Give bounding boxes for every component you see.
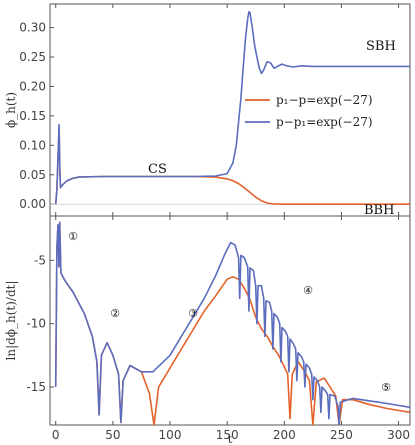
annotation-marker-1: ①	[68, 230, 78, 243]
series-line-orange	[54, 221, 410, 425]
y-tick-label: 0.20	[19, 79, 46, 93]
top-panel: 0.00 0.05 0.10 0.15 0.20 0.25 0.30 ϕ_h(t) p₁−p=e…	[4, 3, 411, 218]
x-tick-label: 100	[159, 428, 182, 442]
y-tick-label: 0.30	[19, 21, 46, 35]
x-axis-label: t	[228, 432, 233, 445]
legend-entry: p−p₁=exp(−27)	[276, 115, 373, 129]
series-line-orange	[54, 126, 410, 205]
legend-entry: p₁−p=exp(−27)	[276, 93, 373, 107]
x-tick-label: 50	[105, 428, 120, 442]
y-tick-label: 0.25	[19, 50, 46, 64]
annotation-bbh: BBH	[364, 203, 394, 218]
x-tick-label: 150	[216, 428, 239, 442]
y-tick-label: 0.00	[19, 197, 46, 211]
x-tick-label: 0	[52, 428, 60, 442]
plot-frame	[49, 3, 411, 217]
annotation-marker-5: ⑤	[381, 381, 391, 394]
annotation-marker-3: ③	[188, 307, 198, 320]
x-tick-label: 250	[330, 428, 353, 442]
annotation-sbh: SBH	[366, 39, 396, 54]
annotation-marker-2: ②	[110, 307, 120, 320]
bottom-panel: -5 -10 -15 0 50 100 150 200 250 300 ln|dϕ_h(t)/dt|…	[4, 215, 411, 445]
y-tick-label: 0.05	[19, 168, 46, 182]
series-line-blue	[54, 221, 410, 425]
y-tick-label: -10	[26, 317, 46, 331]
y-axis-label: ϕ_h(t)	[4, 92, 18, 128]
y-axis-label: ln|dϕ_h(t)/dt|	[4, 281, 18, 361]
y-tick-label: 0.15	[19, 109, 46, 123]
x-tick-label: 200	[273, 428, 296, 442]
series-line-blue	[54, 10, 410, 205]
plot-frame	[49, 215, 411, 426]
y-tick-label: -15	[26, 380, 46, 394]
x-tick-label: 300	[387, 428, 410, 442]
annotation-marker-4: ④	[303, 284, 313, 297]
y-tick-label: 0.10	[19, 138, 46, 152]
y-tick-label: -5	[34, 253, 46, 267]
annotation-cs: CS	[148, 162, 167, 177]
